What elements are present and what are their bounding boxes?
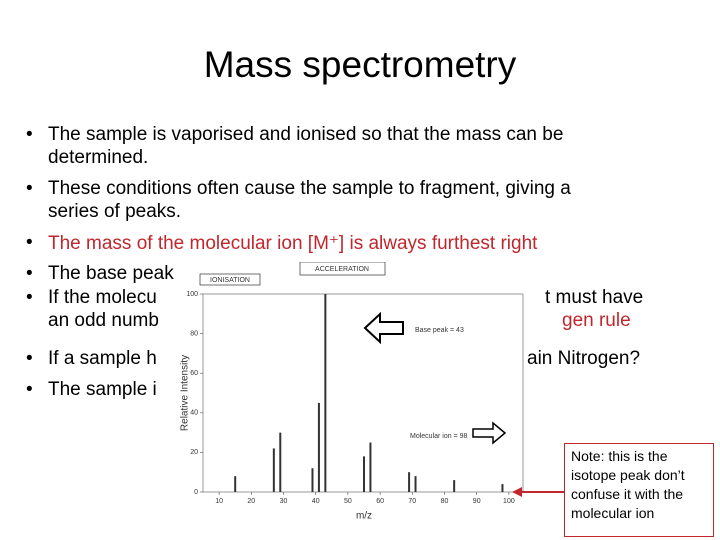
- peak: [317, 402, 320, 492]
- x-tick-label: 30: [280, 498, 288, 505]
- bullet-text: The mass of the molecular ion [M⁺] is al…: [48, 233, 538, 254]
- bullet-dot: •: [26, 348, 33, 369]
- bullet-dot: •: [26, 178, 33, 199]
- y-axis-label: Relative Intensity: [180, 355, 191, 431]
- x-tick-label: 60: [376, 498, 384, 505]
- note-box: Note: this is the isotope peak don’t con…: [564, 443, 714, 537]
- bullet-dot: •: [26, 232, 33, 253]
- x-axis-label: m/z: [356, 511, 372, 522]
- bullet-dot: •: [26, 263, 33, 284]
- bullet-text: series of peaks.: [48, 201, 182, 222]
- x-tick-label: 40: [312, 498, 320, 505]
- bullet-text: t must have: [545, 287, 644, 308]
- y-tick-label: 20: [190, 449, 198, 456]
- peak: [501, 484, 504, 492]
- bullet-text: an odd numb: [48, 310, 159, 331]
- bullet-text: ain Nitrogen?: [527, 348, 641, 369]
- peak: [414, 476, 417, 492]
- bullet-text: If a sample h: [48, 348, 157, 369]
- peak: [369, 442, 372, 492]
- bullet-text: determined.: [48, 147, 149, 168]
- bullet-dot: •: [26, 379, 33, 400]
- slide-title: Mass spectrometry: [203, 44, 517, 85]
- x-tick-label: 70: [408, 498, 416, 505]
- y-tick-label: 40: [190, 410, 198, 417]
- peak: [279, 432, 282, 492]
- x-tick-label: 50: [344, 498, 352, 505]
- molecular-ion-label: Molecular ion = 98: [410, 433, 468, 440]
- spectrum-image: IONISATION ACCELERATION 10 20 30 40 50 60 70 80…: [175, 262, 525, 540]
- base-peak-arrow: [363, 311, 404, 345]
- bullet-text: These conditions often cause the sample …: [48, 178, 571, 199]
- ionisation-label: IONISATION: [210, 277, 250, 284]
- peak: [408, 472, 411, 492]
- peak: [324, 294, 327, 492]
- y-tick-label: 0: [194, 489, 198, 496]
- peak: [453, 480, 456, 492]
- x-tick-label: 80: [441, 498, 449, 505]
- peak: [234, 476, 237, 492]
- x-tick-label: 90: [473, 498, 481, 505]
- molecular-ion-arrow: [472, 421, 507, 445]
- acceleration-label: ACCELERATION: [315, 266, 369, 273]
- bullet-text: The sample is vaporised and ionised so t…: [48, 124, 564, 145]
- x-tick-label: 20: [247, 498, 255, 505]
- bullet-dot: •: [26, 287, 33, 308]
- ionisation-box: [199, 273, 261, 286]
- bullet-text: The sample i: [48, 379, 157, 400]
- y-tick-label: 60: [190, 370, 198, 377]
- y-tick-label: 100: [186, 291, 198, 298]
- x-tick-label: 10: [215, 498, 223, 505]
- y-tick-label: 80: [190, 330, 198, 337]
- peak: [272, 448, 275, 492]
- base-peak-label: Base peak = 43: [415, 327, 464, 334]
- bullet-text: If the molecu: [48, 287, 157, 308]
- bullet-dot: •: [26, 124, 33, 145]
- acceleration-box: [299, 262, 386, 276]
- x-tick-label: 100: [503, 498, 515, 505]
- peak: [311, 468, 314, 492]
- bullet-text: gen rule: [562, 310, 631, 331]
- peak: [363, 456, 365, 492]
- image-background: [175, 262, 525, 540]
